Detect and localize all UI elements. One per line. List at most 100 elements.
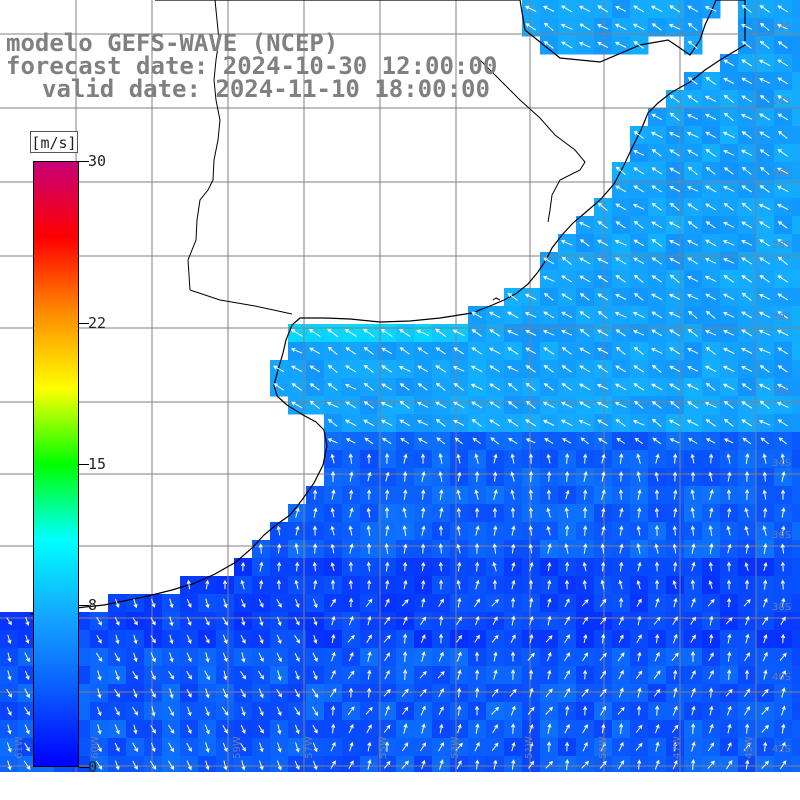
wind-arrow [294, 579, 299, 590]
wind-arrow [294, 760, 300, 770]
wind-arrow [186, 670, 192, 680]
wind-arrow [385, 471, 390, 482]
wind-arrow [763, 741, 768, 752]
wind-arrow [348, 453, 353, 464]
wind-arrow [313, 616, 318, 626]
wind-arrow [564, 507, 569, 518]
wind-arrow [722, 293, 735, 301]
wind-arrow [687, 149, 699, 157]
wind-arrow [636, 705, 642, 716]
wind-arrow [525, 419, 537, 427]
wind-arrow [330, 760, 336, 770]
wind-arrow [651, 185, 663, 193]
wind-arrow [600, 705, 607, 716]
wind-arrow [7, 652, 12, 663]
wind-arrow [420, 634, 426, 644]
wind-arrow [619, 453, 624, 464]
wind-arrow [367, 669, 372, 680]
wind-arrow [763, 633, 768, 644]
wind-arrow [759, 400, 770, 410]
wind-arrow [349, 471, 354, 482]
wind-arrow [547, 615, 552, 626]
wind-arrow [615, 418, 626, 427]
wind-arrow [637, 687, 642, 698]
wind-arrow [312, 598, 318, 609]
wind-arrow [312, 724, 318, 734]
wind-arrow [114, 616, 120, 626]
wind-arrow [543, 257, 555, 265]
wind-arrow [741, 240, 753, 246]
wind-arrow [7, 760, 12, 771]
wind-arrow [528, 579, 534, 590]
wind-arrow [759, 365, 770, 373]
wind-arrow [453, 382, 464, 391]
wind-arrow [221, 706, 229, 716]
wind-arrow [545, 635, 553, 643]
wind-arrow [276, 525, 281, 536]
wind-arrow [741, 185, 752, 193]
wind-arrow [132, 617, 138, 626]
wind-arrow [601, 489, 606, 500]
wind-arrow [780, 633, 786, 644]
wind-arrow [687, 114, 699, 120]
wind-arrow [186, 616, 192, 626]
wind-arrow [672, 471, 678, 482]
wind-arrow [507, 419, 519, 427]
wind-arrow [291, 383, 302, 391]
wind-arrow [365, 706, 373, 715]
wind-speed-cell [792, 666, 800, 685]
wind-arrow [150, 652, 156, 663]
wind-arrow [722, 347, 735, 354]
wind-speed-cell [792, 684, 800, 703]
wind-arrow [546, 651, 552, 662]
wind-arrow [132, 760, 138, 770]
wind-arrow [421, 597, 426, 608]
wind-arrow [259, 561, 264, 572]
wind-arrow [474, 471, 480, 482]
wind-speed-cell [792, 396, 800, 415]
wind-arrow [205, 652, 210, 663]
wind-arrow [687, 275, 699, 282]
wind-arrow [637, 615, 642, 626]
wind-arrow [691, 741, 696, 752]
wind-arrow [673, 507, 678, 518]
wind-arrow [779, 652, 787, 661]
wind-arrow [95, 760, 103, 770]
wind-arrow [492, 579, 498, 590]
wind-arrow [294, 670, 300, 681]
wind-arrow [493, 489, 498, 500]
wind-arrow [435, 365, 447, 373]
wind-arrow [632, 203, 645, 210]
wind-arrow [601, 525, 606, 536]
wind-arrow [312, 489, 318, 500]
wind-arrow [615, 275, 626, 283]
wind-arrow [276, 706, 282, 717]
wind-arrow [669, 202, 680, 211]
wind-arrow [330, 598, 336, 607]
wind-arrow [168, 742, 174, 753]
wind-arrow [777, 113, 789, 121]
wind-arrow [367, 615, 372, 626]
wind-arrow [651, 113, 663, 121]
wind-arrow [401, 742, 409, 752]
wind-arrow [511, 561, 516, 572]
wind-arrow [527, 652, 535, 661]
wind-arrow [510, 507, 516, 518]
wind-arrow [438, 561, 443, 572]
wind-arrow [601, 633, 606, 644]
wind-arrow [507, 292, 518, 301]
wind-arrow [474, 507, 480, 518]
wind-arrow [507, 365, 519, 372]
wind-arrow [705, 346, 716, 355]
wind-arrow [723, 112, 734, 121]
wind-arrow [690, 597, 696, 608]
wind-arrow [438, 688, 444, 698]
wind-arrow [204, 635, 210, 644]
wind-arrow [290, 348, 303, 354]
wind-arrow [529, 615, 534, 626]
wind-arrow [780, 616, 786, 625]
wind-arrow [97, 670, 102, 681]
wind-arrow [599, 688, 607, 697]
wind-arrow [636, 543, 641, 554]
wind-arrow [726, 489, 732, 500]
